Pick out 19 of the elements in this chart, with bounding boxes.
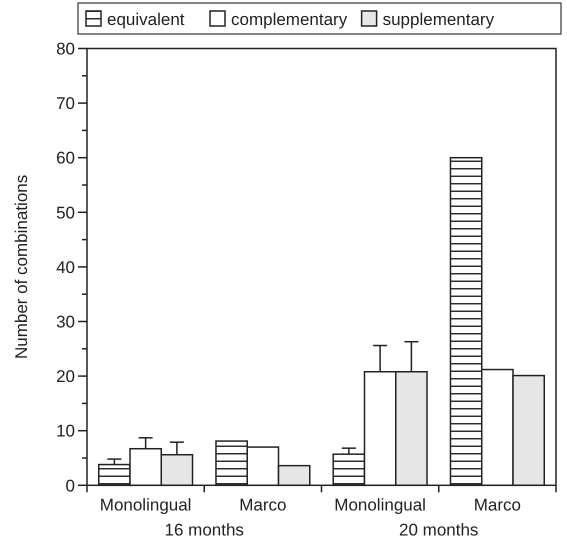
y-tick-label: 50 — [56, 203, 75, 222]
y-tick-label: 10 — [56, 422, 75, 441]
y-tick-label: 70 — [56, 94, 75, 114]
y-tick-label: 20 — [56, 367, 75, 386]
legend-label: equivalent — [107, 10, 185, 29]
x-tick-label: Monolingual — [100, 495, 192, 514]
y-axis-title: Number of combinations — [12, 174, 31, 360]
x-tick-label: Marco — [239, 495, 286, 514]
y-tick-label: 30 — [56, 312, 75, 332]
y-tick-label: 40 — [56, 258, 75, 277]
legend-label: complementary — [231, 10, 348, 29]
y-tick-label: 0 — [66, 476, 75, 496]
text: 20 months — [399, 520, 478, 540]
x-tick-label: Monolingual — [334, 495, 426, 514]
x-tick-label: Marco — [474, 495, 521, 514]
y-tick-label: 80 — [56, 39, 75, 58]
text: 16 months — [164, 520, 244, 540]
legend-label: supplementary — [382, 10, 495, 29]
y-tick-label: 60 — [56, 148, 75, 168]
